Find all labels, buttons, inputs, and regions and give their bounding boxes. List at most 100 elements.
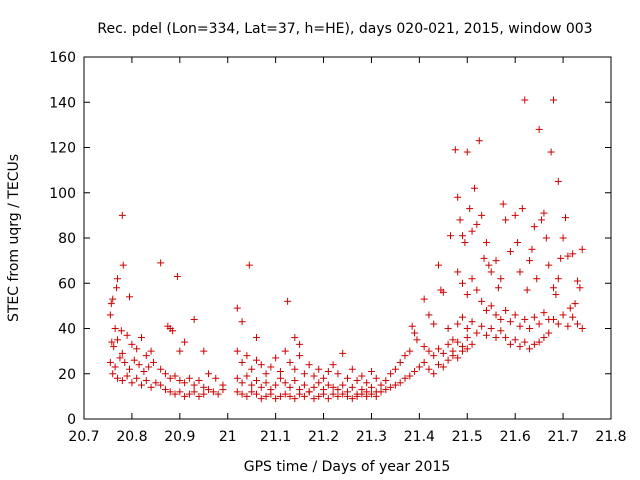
- data-point: [334, 386, 342, 394]
- data-point: [181, 392, 189, 400]
- data-point: [106, 358, 114, 366]
- data-point: [300, 392, 308, 400]
- data-point: [166, 388, 174, 396]
- data-point: [463, 345, 471, 353]
- data-point: [276, 367, 284, 375]
- data-point: [559, 311, 567, 319]
- data-point: [157, 259, 165, 267]
- data-point: [506, 248, 514, 256]
- data-point: [123, 331, 131, 339]
- data-point: [233, 388, 241, 396]
- data-point: [516, 268, 524, 276]
- data-point: [425, 311, 433, 319]
- data-point: [540, 209, 548, 217]
- data-point: [387, 370, 395, 378]
- data-point: [451, 146, 459, 154]
- data-point: [116, 354, 124, 362]
- data-point: [324, 395, 332, 403]
- data-point: [521, 338, 529, 346]
- data-point: [468, 340, 476, 348]
- data-point: [478, 322, 486, 330]
- data-point: [310, 383, 318, 391]
- data-point: [578, 245, 586, 253]
- data-point: [123, 372, 131, 380]
- data-point: [499, 200, 507, 208]
- data-point: [276, 374, 284, 382]
- data-point: [296, 390, 304, 398]
- data-point: [205, 370, 213, 378]
- data-point: [540, 334, 548, 342]
- data-point: [185, 390, 193, 398]
- data-point: [492, 257, 500, 265]
- data-point: [212, 374, 220, 382]
- data-point: [511, 336, 519, 344]
- data-point: [171, 390, 179, 398]
- data-point: [554, 275, 562, 283]
- data-point: [550, 96, 558, 104]
- data-point: [257, 395, 265, 403]
- data-point: [248, 381, 256, 389]
- data-point: [485, 261, 493, 269]
- x-tick-label: 20.9: [164, 429, 195, 445]
- data-point: [106, 311, 114, 319]
- data-point: [530, 340, 538, 348]
- data-point: [363, 392, 371, 400]
- data-point: [530, 223, 538, 231]
- data-point: [233, 304, 241, 312]
- data-point: [545, 329, 553, 337]
- data-point: [348, 365, 356, 373]
- data-point: [430, 370, 438, 378]
- data-point: [315, 365, 323, 373]
- data-point: [382, 377, 390, 385]
- data-point: [111, 325, 119, 332]
- data-point: [566, 304, 574, 312]
- data-point: [454, 268, 462, 276]
- data-point: [413, 336, 421, 344]
- data-point: [284, 297, 292, 305]
- data-point: [538, 216, 546, 224]
- data-point: [463, 148, 471, 156]
- data-point: [511, 311, 519, 319]
- data-point: [559, 234, 567, 242]
- y-tick-label: 160: [49, 50, 76, 66]
- data-point: [334, 392, 342, 400]
- data-point: [420, 358, 428, 366]
- data-point: [339, 349, 347, 357]
- data-point: [113, 284, 121, 292]
- data-point: [494, 284, 502, 292]
- data-point: [238, 318, 246, 326]
- data-point: [233, 347, 241, 355]
- data-point: [281, 390, 289, 398]
- data-point: [573, 320, 581, 328]
- data-point: [128, 379, 136, 387]
- data-point: [262, 392, 270, 400]
- data-point: [114, 275, 122, 283]
- data-point: [272, 381, 280, 389]
- data-point: [262, 370, 270, 378]
- data-point: [420, 343, 428, 351]
- data-point: [181, 338, 189, 346]
- data-points: [106, 96, 586, 403]
- data-point: [108, 338, 116, 346]
- data-point: [420, 295, 428, 303]
- data-point: [291, 377, 299, 385]
- data-point: [147, 347, 155, 355]
- y-axis-label: STEC from uqrg / TECUs: [6, 154, 22, 322]
- x-tick-label: 20.7: [68, 429, 99, 445]
- data-point: [126, 365, 134, 373]
- data-point: [195, 377, 203, 385]
- data-point: [267, 390, 275, 398]
- x-tick-label: 21.5: [452, 429, 483, 445]
- data-point: [561, 214, 569, 222]
- data-point: [552, 291, 560, 299]
- data-point: [487, 268, 495, 276]
- data-point: [353, 392, 361, 400]
- x-tick-label: 20.8: [116, 429, 147, 445]
- y-tick-label: 40: [58, 322, 76, 338]
- data-point: [157, 381, 165, 389]
- data-point: [339, 390, 347, 398]
- data-point: [482, 239, 490, 247]
- data-point: [458, 313, 466, 321]
- data-point: [363, 379, 371, 387]
- y-tick-label: 120: [49, 141, 76, 157]
